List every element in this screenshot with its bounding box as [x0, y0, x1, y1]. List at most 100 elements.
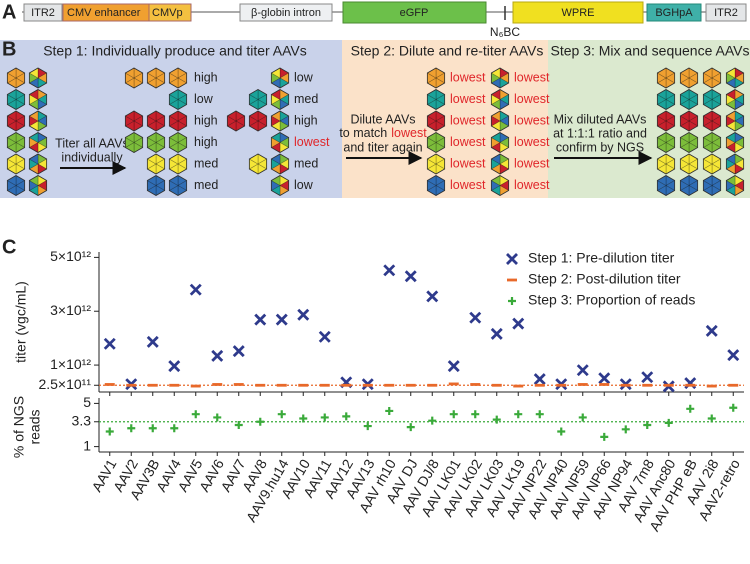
aav-icon [490, 88, 510, 111]
element-label: N₆BC [490, 25, 521, 39]
aav-outline [490, 110, 510, 132]
element-label: WPRE [562, 7, 595, 19]
aav-outline [702, 153, 722, 175]
plus-marker [729, 403, 738, 412]
aav-icon [490, 67, 510, 89]
aav-icon [226, 110, 246, 132]
aav-icon [702, 88, 722, 111]
aav-outline [168, 175, 188, 196]
plus-marker [492, 415, 501, 424]
aav-outline [270, 89, 290, 110]
plus-marker [449, 410, 458, 419]
aav-outline [679, 67, 699, 89]
titer-label: lowest [514, 70, 550, 84]
arrow-text-highlight: lowest [391, 126, 427, 140]
element-label: ITR2 [31, 7, 55, 19]
y-tick-label: 3.3 [72, 412, 92, 428]
aav-outline [725, 67, 745, 89]
aav-outline [124, 110, 144, 132]
x-marker [641, 371, 654, 384]
aav-icon [6, 88, 26, 111]
aav-outline [490, 132, 510, 153]
titer-label: lowest [514, 113, 550, 127]
plus-marker [320, 413, 329, 422]
x-marker [318, 330, 331, 343]
element-box [23, 3, 63, 22]
element-label: CMV enhancer [67, 7, 141, 19]
titer-label: lowest [450, 156, 486, 170]
titer-label: lowest [450, 135, 486, 149]
x-marker [383, 264, 396, 277]
x-marker [146, 335, 159, 348]
plus-marker [664, 418, 673, 427]
aav-icon [270, 174, 290, 197]
aav-icon [656, 67, 676, 89]
y-axis-label: titer (vgc/mL) [13, 281, 29, 363]
titer-label: med [294, 156, 318, 170]
aav-outline [248, 110, 268, 132]
aav-icon [725, 88, 745, 111]
y-tick-label: 3×10¹² [50, 302, 91, 318]
aav-outline [168, 89, 188, 110]
aav-outline [490, 175, 510, 196]
aav-icon [702, 131, 722, 154]
x-marker [232, 345, 245, 358]
aav-icon [6, 110, 26, 132]
plus-marker [363, 422, 372, 431]
x-marker [469, 311, 482, 324]
plus-marker [406, 423, 415, 432]
aav-outline [702, 132, 722, 153]
arrow-text: Titer all AAVs [55, 136, 129, 150]
aav-outline [226, 110, 246, 132]
aav-outline [6, 153, 26, 175]
titer-label: lowest [294, 135, 330, 149]
aav-outline [725, 175, 745, 196]
aav-outline [28, 67, 48, 89]
aav-icon [28, 174, 48, 197]
plus-marker [191, 410, 200, 419]
aav-outline [426, 110, 446, 132]
aav-icon [270, 67, 290, 89]
aav-icon [679, 110, 699, 132]
plus-marker [557, 427, 566, 436]
arrow-text: at 1:1:1 ratio and [553, 126, 647, 140]
plus-marker [600, 432, 609, 441]
aav-outline [725, 110, 745, 132]
aav-outline [168, 110, 188, 132]
element-label: CMVp [152, 7, 183, 19]
x-marker [275, 313, 288, 326]
aav-icon [168, 131, 188, 154]
aav-outline [146, 175, 166, 196]
aav-icon [656, 153, 676, 175]
plus-marker [385, 406, 394, 415]
element-box [646, 3, 702, 22]
step-title: Step 2: Dilute and re-titer AAVs [351, 43, 544, 59]
plus-marker [213, 413, 222, 422]
element-box [342, 1, 487, 24]
aav-icon [702, 153, 722, 175]
plus-marker [578, 413, 587, 422]
element-box [239, 3, 333, 22]
arrow-text: Dilute AAVs [350, 112, 415, 126]
aav-outline [490, 89, 510, 110]
aav-icon [656, 110, 676, 132]
aav-icon [490, 174, 510, 197]
aav-outline [679, 132, 699, 153]
x-marker [404, 270, 417, 283]
aav-icon [679, 174, 699, 197]
plus-marker [471, 410, 480, 419]
titer-label: lowest [514, 92, 550, 106]
aav-icon [490, 131, 510, 154]
plus-marker [342, 412, 351, 421]
plus-marker [105, 427, 114, 436]
aav-icon [679, 88, 699, 111]
aav-outline [270, 175, 290, 196]
aav-outline [426, 175, 446, 196]
aav-outline [168, 153, 188, 175]
aav-icon [28, 153, 48, 175]
aav-outline [124, 67, 144, 89]
titer-label: med [194, 156, 218, 170]
aav-outline [270, 110, 290, 132]
aav-outline [146, 110, 166, 132]
aav-outline [6, 110, 26, 132]
